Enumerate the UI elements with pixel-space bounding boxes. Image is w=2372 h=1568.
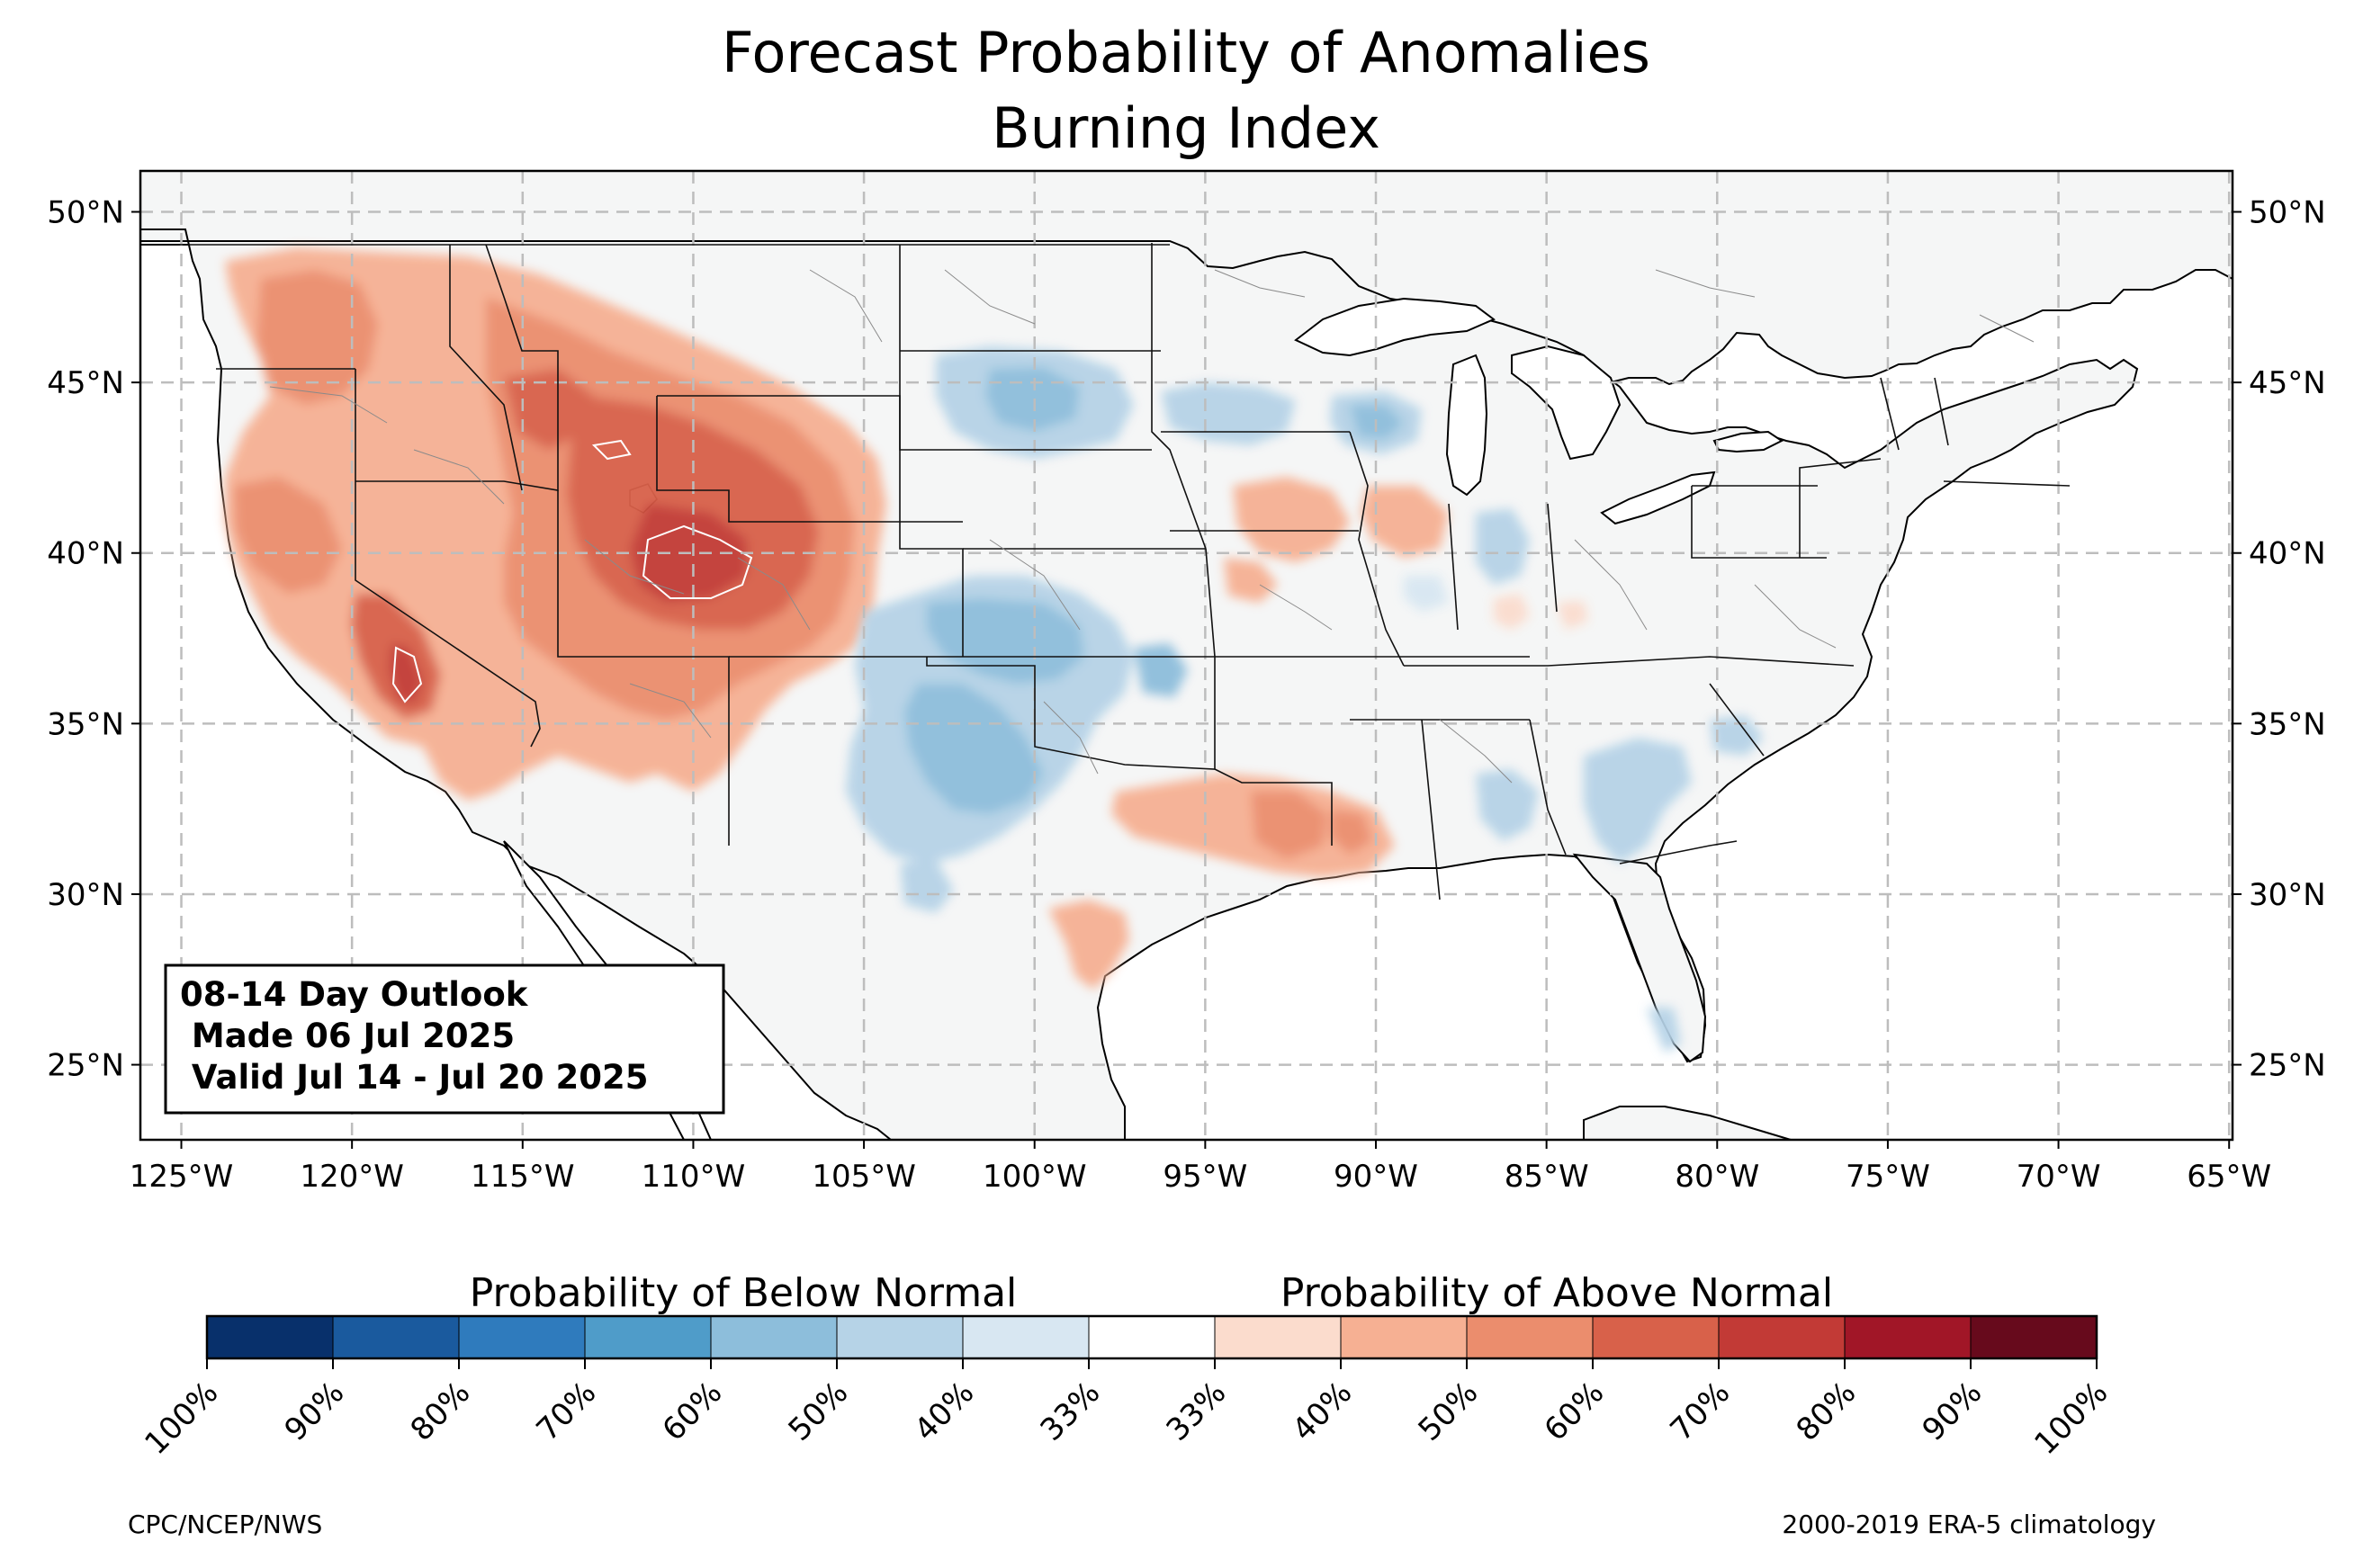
- lat-tick-label-left: 35°N: [47, 706, 124, 742]
- colorbar-tick-label: 33%: [1034, 1375, 1108, 1448]
- colorbar-tick-label: 60%: [656, 1375, 730, 1448]
- colorbar-swatch: [584, 1315, 712, 1359]
- colorbar-swatch: [1466, 1315, 1594, 1359]
- colorbar-tick-label: 50%: [1412, 1375, 1486, 1448]
- map-title: Forecast Probability of Anomalies: [722, 20, 1650, 85]
- lat-tick-label-right: 50°N: [2249, 195, 2326, 231]
- lon-tick-label: 75°W: [1846, 1159, 1930, 1195]
- lat-tick-label-left: 25°N: [47, 1048, 124, 1084]
- longitude-axis: 125°W 120°W 115°W 110°W 105°W 100°W 95°W 90°W 85…: [130, 1140, 2271, 1195]
- lake-huron: [1511, 345, 1622, 461]
- lat-tick-label-right: 45°N: [2249, 365, 2326, 401]
- colorbar-swatch: [836, 1315, 964, 1359]
- colorbar-frame: [205, 1314, 2098, 1360]
- map-subtitle: Burning Index: [992, 95, 1380, 161]
- lat-tick-label-right: 40°N: [2249, 536, 2326, 572]
- credit-left: CPC/NCEP/NWS: [128, 1510, 322, 1539]
- lat-tick-label-left: 30°N: [47, 877, 124, 913]
- credit-right: 2000-2019 ERA-5 climatology: [1782, 1510, 2156, 1539]
- lake-superior: [1294, 297, 1496, 357]
- outlook-made-date: Made 06 Jul 2025: [180, 1017, 515, 1055]
- lon-tick-label: 95°W: [1163, 1159, 1247, 1195]
- latitude-axis: 50°N 50°N 45°N 45°N 40°N 40°N 35°N 35°N 30°N 30°N…: [47, 195, 2325, 1084]
- lake-ontario: [1712, 430, 1783, 453]
- colorbar-tick-label: 33%: [1160, 1375, 1234, 1448]
- colorbar-swatch: [1718, 1315, 1846, 1359]
- colorbar-above-title: Probability of Above Normal: [1280, 1270, 1833, 1316]
- colorbar-tick-label: 100%: [2027, 1375, 2115, 1462]
- colorbar-swatch: [1088, 1315, 1216, 1359]
- map-frame: [139, 169, 2234, 1142]
- lon-tick-label: 65°W: [2187, 1159, 2271, 1195]
- colorbar-swatch: [962, 1315, 1090, 1359]
- lon-tick-label: 100°W: [983, 1159, 1087, 1195]
- below-normal-shading: [846, 346, 1764, 1053]
- lon-tick-label: 80°W: [1675, 1159, 1759, 1195]
- lat-tick-label-left: 45°N: [47, 365, 124, 401]
- lake-erie: [1600, 470, 1716, 525]
- colorbar-tick-labels: 100% 90% 80% 70% 60% 50% 40% 33% 33% 40% 50% 60% 70%…: [138, 1358, 2115, 1462]
- gridlines: [140, 171, 2233, 1140]
- colorbar-tick-label: 100%: [138, 1375, 225, 1462]
- colorbar-swatch: [1970, 1315, 2098, 1359]
- lon-tick-label: 90°W: [1334, 1159, 1418, 1195]
- lake-michigan: [1445, 354, 1488, 497]
- outlook-info-box: 08-14 Day Outlook Made 06 Jul 2025 Valid…: [164, 963, 725, 1115]
- outlook-valid-range: Valid Jul 14 - Jul 20 2025: [180, 1058, 649, 1097]
- colorbar-tick-label: 70%: [1664, 1375, 1738, 1448]
- outlook-period: 08-14 Day Outlook: [180, 975, 529, 1014]
- colorbar-tick-label: 70%: [530, 1375, 604, 1448]
- county-lines: [269, 269, 2035, 784]
- colorbar-tick-label: 90%: [278, 1375, 352, 1448]
- colorbar-tick-label: 40%: [908, 1375, 982, 1448]
- colorbar-swatch: [710, 1315, 838, 1359]
- colorbar-swatch: [1340, 1315, 1468, 1359]
- colorbar-swatch: [1844, 1315, 1972, 1359]
- colorbar-below-title: Probability of Below Normal: [470, 1270, 1018, 1316]
- lat-tick-label-right: 25°N: [2249, 1048, 2326, 1084]
- lon-tick-label: 115°W: [471, 1159, 575, 1195]
- lon-tick-label: 125°W: [130, 1159, 234, 1195]
- lon-tick-label: 120°W: [300, 1159, 404, 1195]
- colorbar-tick-label: 50%: [782, 1375, 856, 1448]
- colorbar-swatch: [1214, 1315, 1342, 1359]
- lat-tick-label-right: 30°N: [2249, 877, 2326, 913]
- colorbar-swatch: [332, 1315, 460, 1359]
- colorbar-swatch: [1592, 1315, 1720, 1359]
- cuba-land: [1583, 1106, 1792, 1140]
- colorbar-tick-label: 80%: [1790, 1375, 1864, 1448]
- colorbar-swatch: [458, 1315, 586, 1359]
- lon-tick-label: 105°W: [812, 1159, 916, 1195]
- colorbar: Probability of Below Normal Probability …: [138, 1270, 2115, 1462]
- colorbar-tick-label: 90%: [1916, 1375, 1990, 1448]
- colorbar-tick-label: 40%: [1286, 1375, 1360, 1448]
- lon-tick-label: 85°W: [1505, 1159, 1589, 1195]
- lon-tick-label: 70°W: [2017, 1159, 2101, 1195]
- lat-tick-label-left: 40°N: [47, 536, 124, 572]
- lat-tick-label-left: 50°N: [47, 195, 124, 231]
- colorbar-tick-label: 60%: [1538, 1375, 1612, 1448]
- lat-tick-label-right: 35°N: [2249, 706, 2326, 742]
- colorbar-swatch: [206, 1315, 334, 1359]
- lon-tick-label: 110°W: [642, 1159, 746, 1195]
- colorbar-tick-label: 80%: [404, 1375, 478, 1448]
- colorbar-swatches: [206, 1315, 2098, 1359]
